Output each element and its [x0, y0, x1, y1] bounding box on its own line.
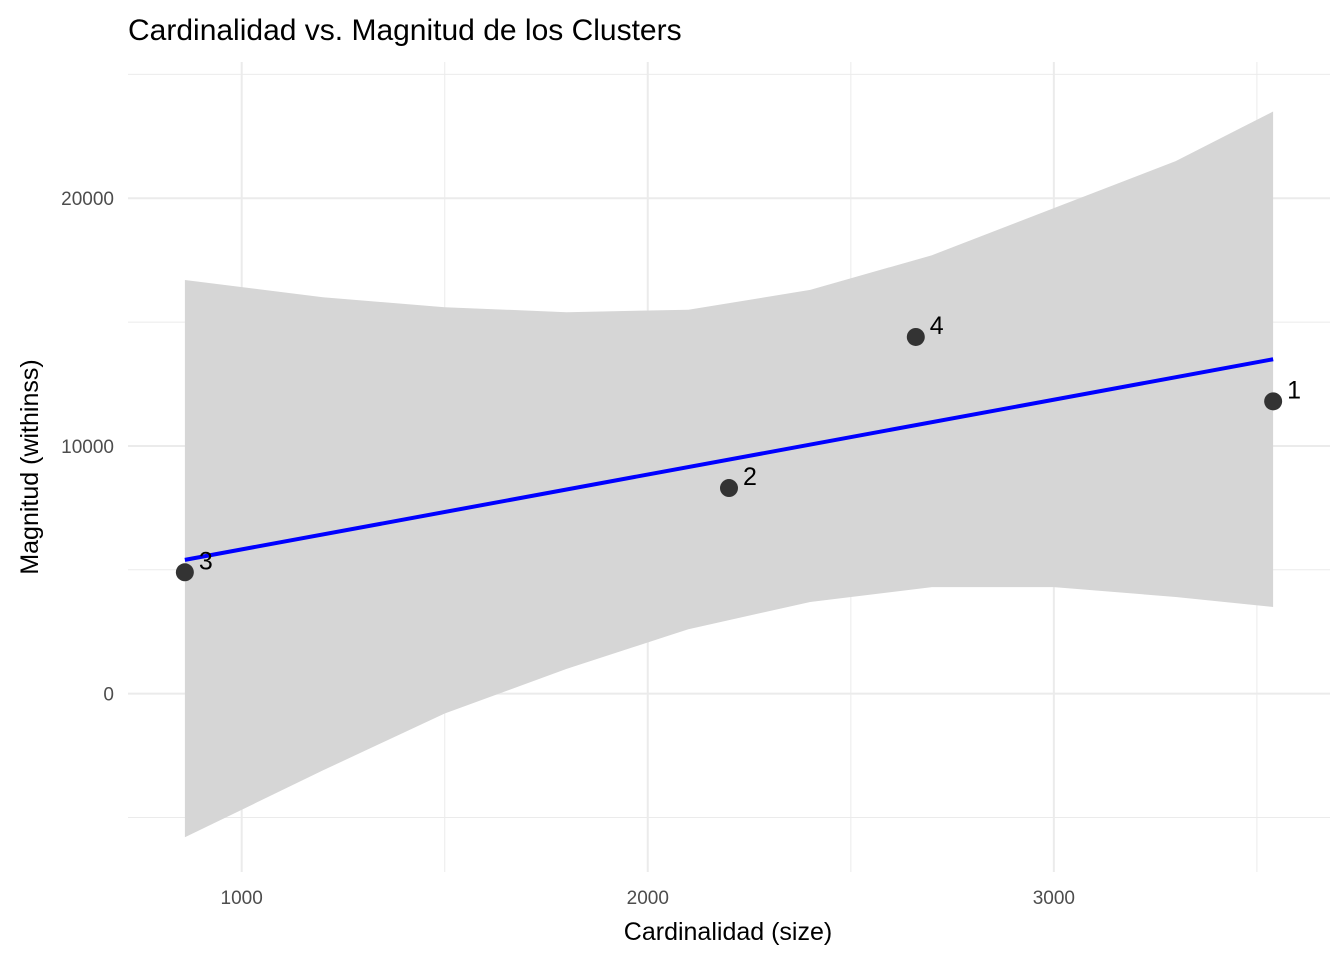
data-point-label-4: 4 — [930, 312, 944, 340]
x-tick-label: 2000 — [627, 888, 669, 909]
data-point-label-2: 2 — [743, 463, 757, 491]
data-point-1 — [1264, 392, 1283, 411]
x-axis-ticks: 1000 2000 3000 — [221, 888, 1075, 909]
x-axis-title: Cardinalidad (size) — [624, 918, 832, 946]
confidence-band — [184, 111, 1274, 838]
y-tick-label: 0 — [103, 685, 114, 706]
data-point-2 — [720, 479, 738, 498]
y-tick-label: 20000 — [61, 189, 114, 210]
chart-title: Cardinalidad vs. Magnitud de los Cluster… — [128, 14, 682, 47]
x-tick-label: 1000 — [221, 888, 263, 909]
trend-line — [184, 357, 1274, 562]
trend-line-group — [184, 357, 1274, 562]
data-point-label-1: 1 — [1287, 376, 1301, 404]
data-point-labels: 1 2 3 4 — [199, 312, 1301, 575]
y-axis-ticks: 0 10000 20000 — [61, 189, 114, 705]
y-tick-label: 10000 — [61, 437, 114, 458]
data-point-label-3: 3 — [199, 547, 213, 575]
y-axis-title: Magnitud (withinss) — [16, 359, 44, 574]
confidence-band-group — [184, 111, 1274, 838]
data-point-4 — [906, 327, 925, 346]
data-point-3 — [175, 563, 194, 582]
x-tick-label: 3000 — [1033, 888, 1075, 909]
data-points — [175, 327, 1283, 582]
